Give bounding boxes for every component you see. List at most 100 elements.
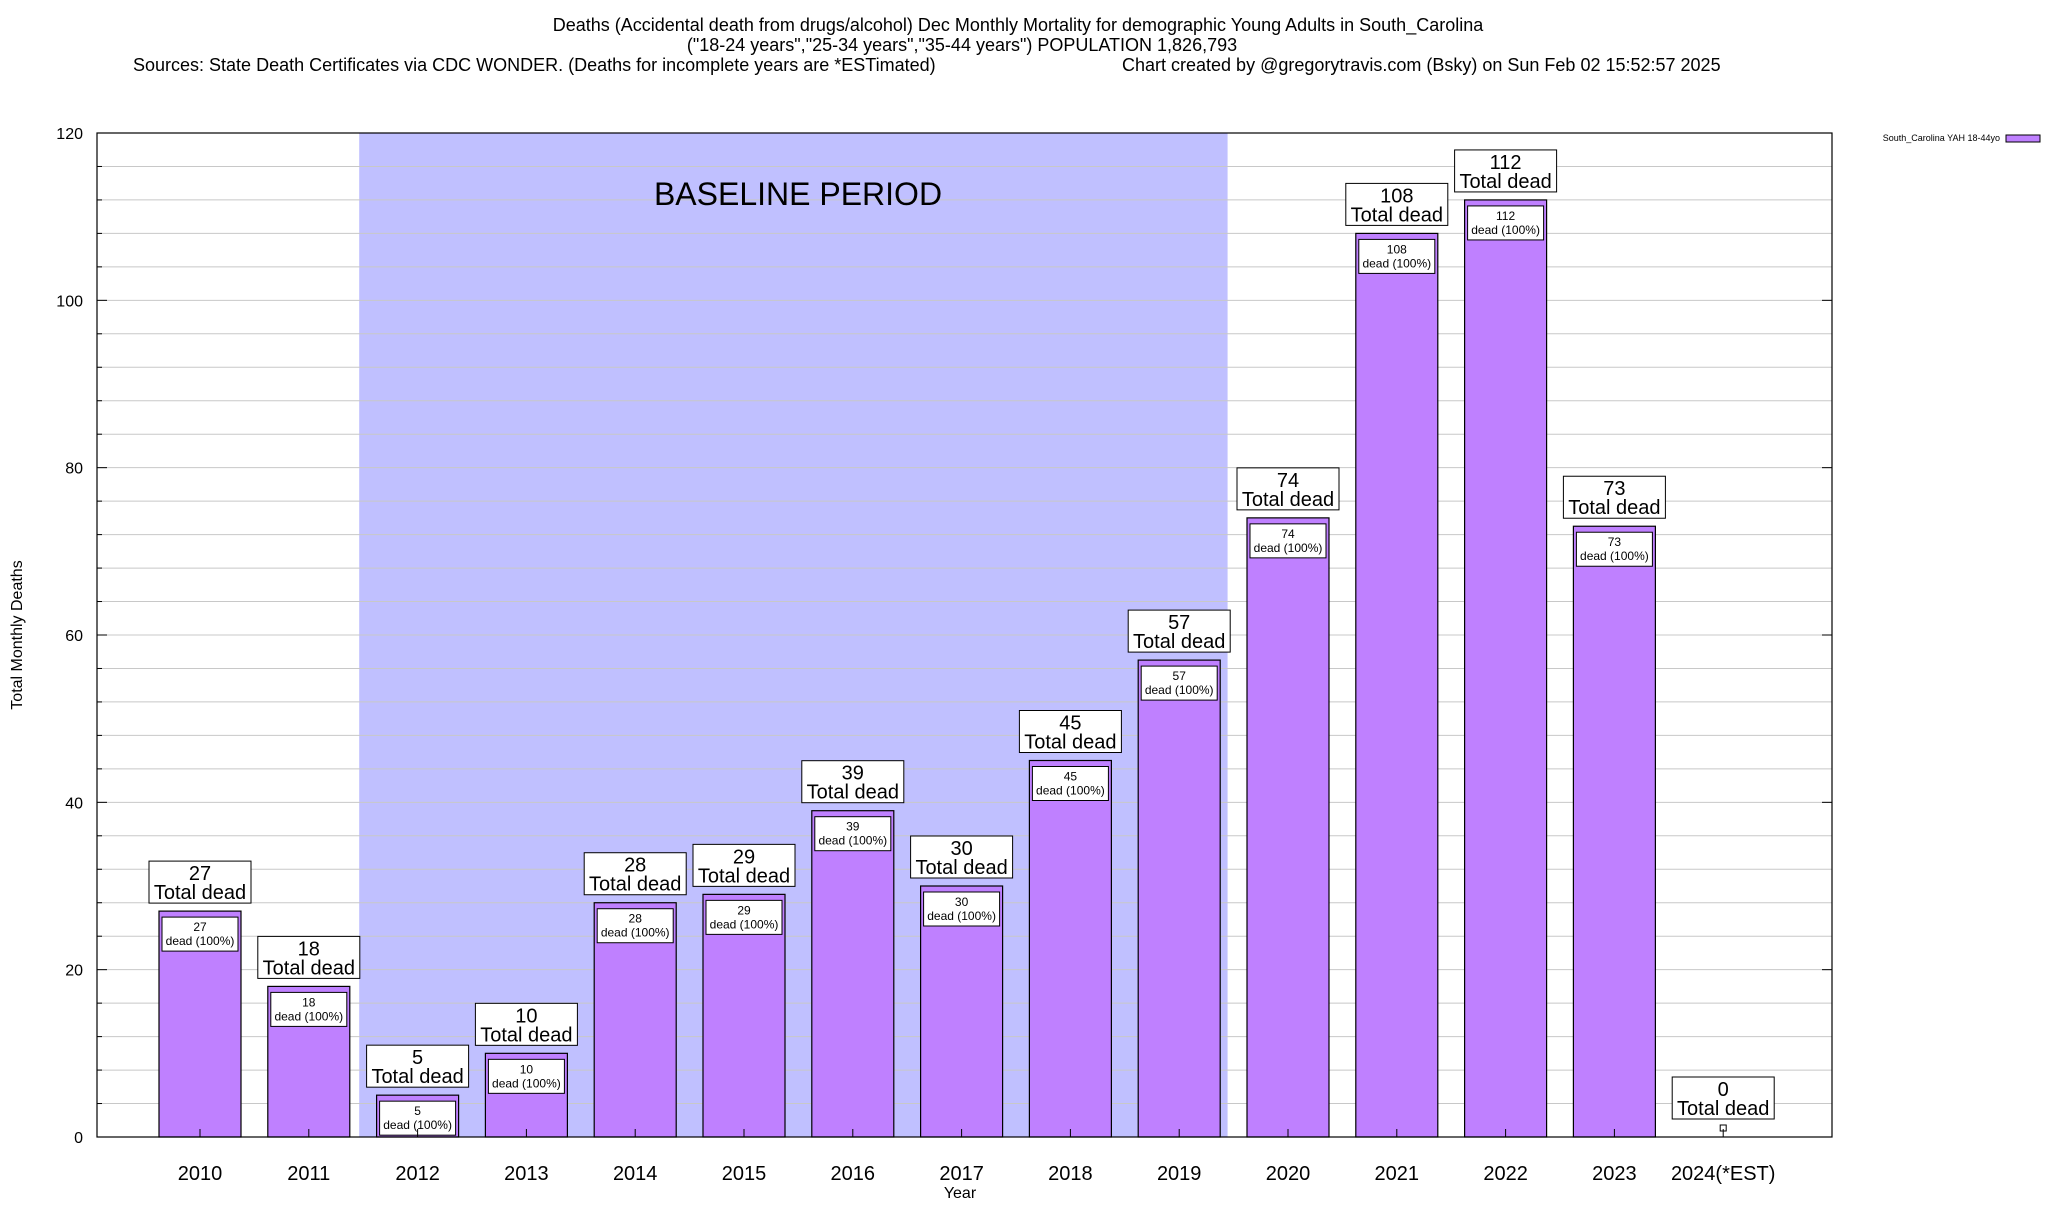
bar-inner-value-label: 18 <box>302 995 316 1009</box>
bar-top-label-box <box>583 852 687 896</box>
bar-inner-value-label: 45 <box>1064 770 1078 784</box>
x-tick-label: 2022 <box>1483 1163 1528 1185</box>
bar-top-label-box <box>1345 182 1449 226</box>
bar-inner-label-box <box>1140 665 1218 701</box>
bar-inner-suffix-label: dead (100%) <box>927 909 996 923</box>
bar-top-label-box <box>1127 609 1231 653</box>
bar-top-label-box <box>1236 467 1340 511</box>
bar-inner-suffix-label: dead (100%) <box>1254 541 1323 555</box>
x-tick-label: 2018 <box>1048 1163 1093 1185</box>
bar-inner-suffix-label: dead (100%) <box>1580 549 1649 563</box>
bar-inner-value-label: 5 <box>414 1104 421 1118</box>
bar-inner-label-box <box>1249 523 1327 559</box>
bar-top-suffix-label: Total dead <box>480 1024 572 1046</box>
bar-inner-label-box <box>487 1058 565 1094</box>
bar-top-label-box <box>474 1002 578 1046</box>
x-tick-label: 2010 <box>178 1163 223 1185</box>
bar-top-value-label: 73 <box>1603 478 1625 500</box>
bar-inner-value-label: 112 <box>1496 209 1515 223</box>
bar <box>1463 199 1548 1138</box>
x-tick-label: 2017 <box>939 1163 984 1185</box>
bar <box>1028 759 1113 1138</box>
bar-top-value-label: 45 <box>1059 713 1081 735</box>
bar <box>919 885 1004 1138</box>
bar-top-label-box <box>257 935 361 979</box>
bar-inner-label-box <box>1358 238 1436 274</box>
y-axis-label: Total Monthly Deaths <box>9 560 26 709</box>
x-axis-label: Year <box>944 1185 977 1200</box>
bar-inner-suffix-label: dead (100%) <box>1471 223 1540 237</box>
x-tick-label: 2015 <box>722 1163 767 1185</box>
bar-top-label-box <box>1562 475 1666 519</box>
baseline-period-label: BASELINE PERIOD <box>654 176 942 212</box>
bar-top-suffix-label: Total dead <box>1133 631 1225 653</box>
title-line-1: Deaths (Accidental death from drugs/alco… <box>553 15 1484 36</box>
x-tick-label: 2013 <box>504 1163 549 1185</box>
bar-top-suffix-label: Total dead <box>154 882 246 904</box>
bar-inner-suffix-label: dead (100%) <box>492 1076 561 1090</box>
x-tick-label: 2012 <box>395 1163 440 1185</box>
bar-inner-value-label: 73 <box>1608 535 1622 549</box>
bar-inner-label-box <box>270 991 348 1027</box>
bar-top-suffix-label: Total dead <box>698 865 790 887</box>
bar-top-suffix-label: Total dead <box>1024 732 1116 754</box>
bar-top-label-box <box>366 1044 470 1088</box>
x-tick-label: 2016 <box>831 1163 876 1185</box>
bar <box>811 810 895 1138</box>
legend-swatch <box>2005 134 2041 143</box>
bar-top-value-label: 108 <box>1380 185 1413 207</box>
bar-top-value-label: 57 <box>1168 612 1190 634</box>
y-tick-label: 100 <box>56 293 83 310</box>
title-line-2: ("18-24 years","25-34 years","35-44 year… <box>687 35 1237 55</box>
bar-inner-label-box <box>161 916 239 952</box>
bar-inner-label-box <box>1031 766 1109 801</box>
y-tick-label: 40 <box>65 795 83 812</box>
y-tick-label: 60 <box>65 628 83 645</box>
bar-inner-label-box <box>596 908 674 944</box>
bar <box>1572 525 1657 1138</box>
bar-inner-suffix-label: dead (100%) <box>818 834 887 848</box>
bar-top-suffix-label: Total dead <box>1242 489 1334 511</box>
bar-inner-value-label: 27 <box>193 920 207 934</box>
bar-inner-value-label: 74 <box>1281 527 1295 541</box>
bar-top-suffix-label: Total dead <box>589 874 681 896</box>
sources-text: Sources: State Death Certificates via CD… <box>133 55 936 75</box>
bar-inner-suffix-label: dead (100%) <box>601 926 670 940</box>
x-tick-label: 2023 <box>1592 1163 1637 1185</box>
bar-top-value-label: 30 <box>950 838 972 860</box>
bar-top-label-box <box>910 835 1014 879</box>
bar-top-value-label: 18 <box>298 938 320 960</box>
legend-entry-label: South_Carolina YAH 18-44yo <box>1883 133 2000 143</box>
bar-inner-label-box <box>814 816 892 852</box>
bar-top-label-box <box>1671 1076 1775 1120</box>
bar-inner-label-box <box>705 899 783 935</box>
y-tick-label: 20 <box>65 963 83 980</box>
bar-top-value-label: 74 <box>1277 470 1299 492</box>
bar-top-suffix-label: Total dead <box>915 857 1007 879</box>
bar-top-value-label: 0 <box>1718 1079 1729 1101</box>
credit-text: Chart created by @gregorytravis.com (Bsk… <box>1122 55 1721 75</box>
bar-inner-suffix-label: dead (100%) <box>710 917 779 931</box>
bar <box>1355 232 1439 1138</box>
bar-inner-value-label: 28 <box>629 912 643 926</box>
bar-top-label-box <box>692 843 796 887</box>
bar-inner-value-label: 108 <box>1387 242 1407 256</box>
bar-top-suffix-label: Total dead <box>263 957 355 979</box>
bar-inner-suffix-label: dead (100%) <box>274 1009 343 1023</box>
bar-inner-label-box <box>923 891 1001 927</box>
